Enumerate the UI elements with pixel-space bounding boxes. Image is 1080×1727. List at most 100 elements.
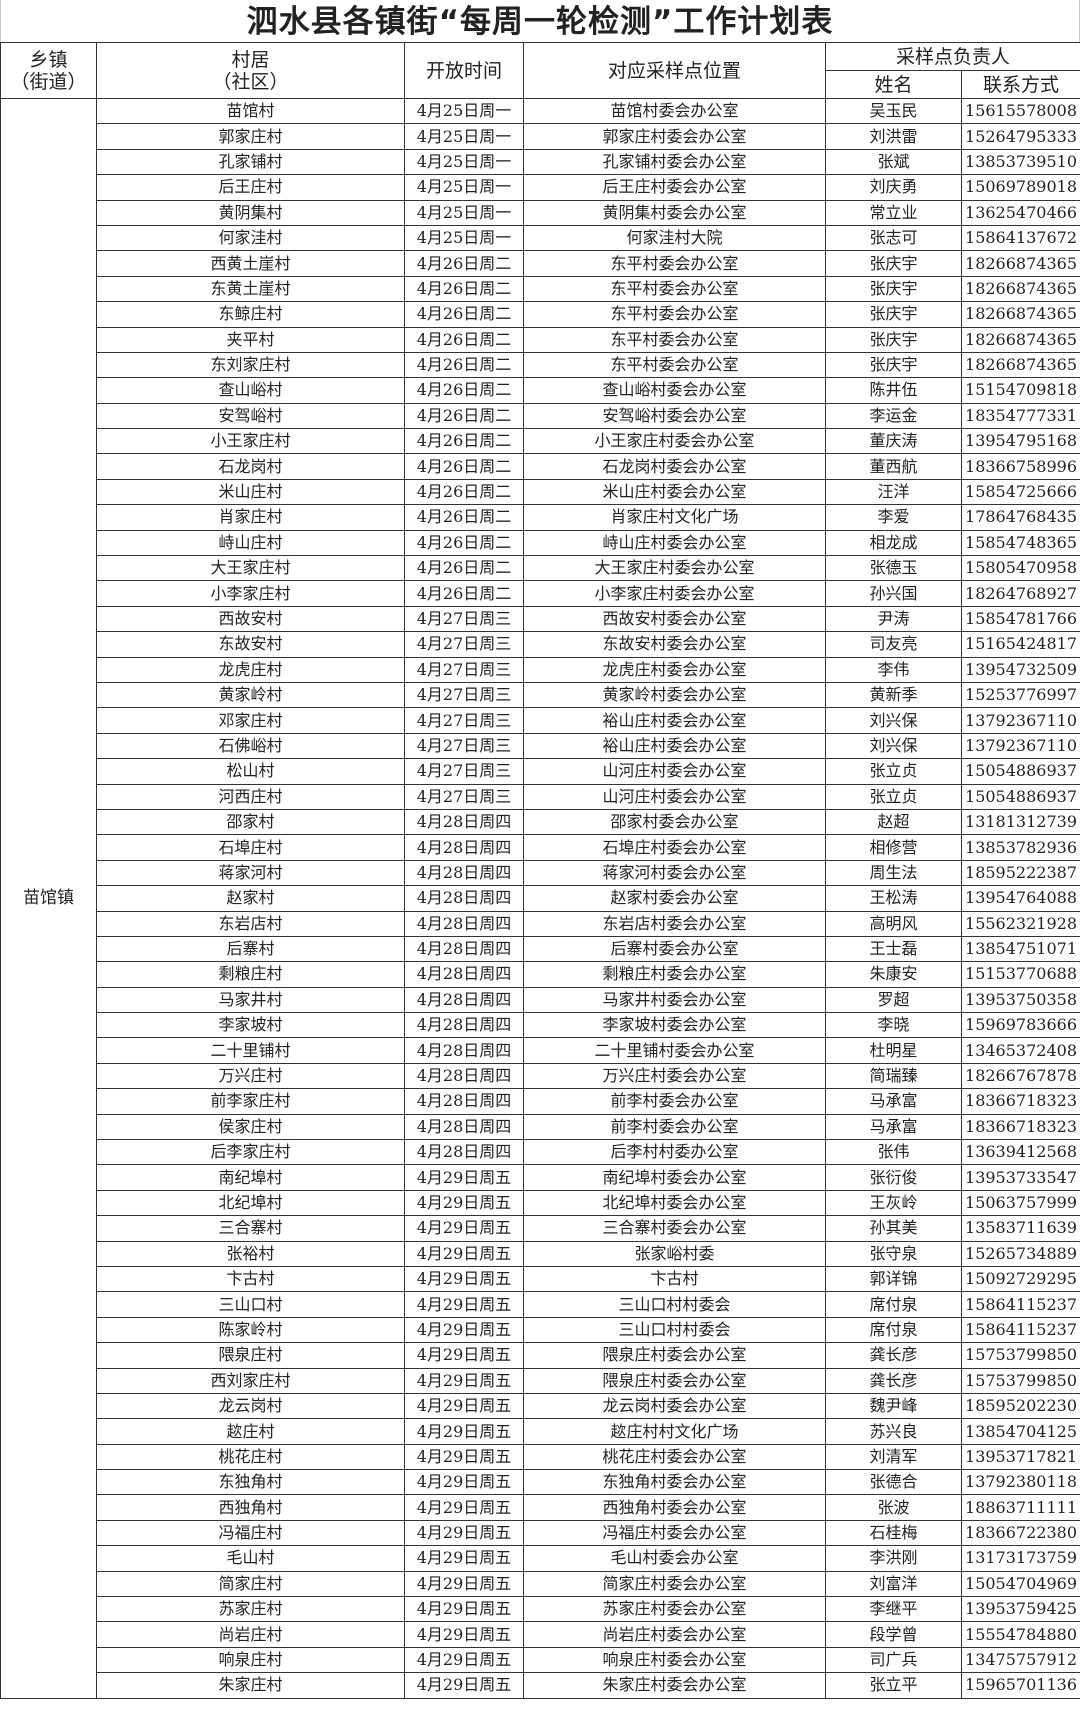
phone-cell: 15753799850 xyxy=(960,1342,1080,1369)
location-cell: 三合寨村委会办公室 xyxy=(523,1215,826,1242)
phone-cell: 15069789018 xyxy=(960,174,1080,201)
village-cell: 陈家岭村 xyxy=(96,1316,405,1344)
village-cell: 小李家庄村 xyxy=(96,580,405,607)
phone-cell: 15615578008 xyxy=(960,97,1080,125)
village-cell: 南纪埠村 xyxy=(96,1164,405,1191)
village-cell: 苏家庄村 xyxy=(96,1596,405,1623)
location-cell: 米山庄村委会办公室 xyxy=(523,478,826,506)
name-cell: 司友亮 xyxy=(825,631,962,658)
location-cell: 二十里铺村委会办公室 xyxy=(523,1037,826,1064)
header-contact: 联系方式 xyxy=(960,70,1080,99)
header-open-time: 开放时间 xyxy=(404,42,524,99)
phone-cell: 13854751071 xyxy=(960,935,1080,963)
table-row: 毛山村 4月29日周五 毛山村委会办公室 李洪刚 13173173759 xyxy=(1,1545,1080,1572)
village-cell: 龙云岗村 xyxy=(96,1392,405,1420)
name-cell: 王士磊 xyxy=(825,935,962,963)
open-time-cell: 4月29日周五 xyxy=(404,1189,524,1217)
open-time-cell: 4月28日周四 xyxy=(404,935,524,963)
village-cell: 米山庄村 xyxy=(96,478,405,506)
phone-cell: 15154709818 xyxy=(960,377,1080,404)
village-cell: 后王庄村 xyxy=(96,174,405,201)
table-row: 张裕村 4月29日周五 张家峪村委 张守泉 15265734889 xyxy=(1,1240,1080,1267)
phone-cell: 18863711111 xyxy=(960,1494,1080,1521)
table-row: 小李家庄村 4月26日周二 小李家庄村委会办公室 孙兴国 18264768927 xyxy=(1,580,1080,607)
table-row: 安驾峪村 4月26日周二 安驾峪村委会办公室 李运金 18354777331 xyxy=(1,402,1080,430)
name-cell: 石桂梅 xyxy=(825,1519,962,1547)
open-time-cell: 4月29日周五 xyxy=(404,1367,524,1394)
village-cell: 邵家村 xyxy=(96,808,405,836)
name-cell: 简瑞臻 xyxy=(825,1062,962,1090)
open-time-cell: 4月28日周四 xyxy=(404,1037,524,1064)
table-row: 东刘家庄村 4月26日周二 东平村委会办公室 张庆宇 18266874365 xyxy=(1,351,1080,379)
name-cell: 张德合 xyxy=(825,1469,962,1496)
phone-cell: 15153770688 xyxy=(960,961,1080,988)
table-row: 龙云岗村 4月29日周五 龙云岗村委会办公室 魏尹峰 18595202230 xyxy=(1,1392,1080,1420)
village-cell: 东独角村 xyxy=(96,1469,405,1496)
phone-cell: 13953717821 xyxy=(960,1443,1080,1471)
phone-cell: 15969783666 xyxy=(960,1012,1080,1039)
village-cell: 李家坡村 xyxy=(96,1012,405,1039)
name-cell: 罗超 xyxy=(825,986,962,1014)
open-time-cell: 4月28日周四 xyxy=(404,961,524,988)
name-cell: 杜明星 xyxy=(825,1037,962,1064)
open-time-cell: 4月29日周五 xyxy=(404,1342,524,1369)
name-cell: 董庆涛 xyxy=(825,428,962,455)
phone-cell: 18366722380 xyxy=(960,1519,1080,1547)
name-cell: 张德玉 xyxy=(825,555,962,582)
schedule-table: 乡镇 （街道） 村居 （社区） 开放时间 对应采样点位置 采样点负责人 姓名 联系方… xyxy=(0,42,1080,1699)
location-cell: 东平村委会办公室 xyxy=(523,275,826,303)
village-cell: 苗馆村 xyxy=(96,97,405,125)
open-time-cell: 4月28日周四 xyxy=(404,808,524,836)
location-cell: 三山口村村委会 xyxy=(523,1291,826,1318)
village-cell: 石龙岗村 xyxy=(96,453,405,480)
name-cell: 李晓 xyxy=(825,1012,962,1039)
phone-cell: 13953733547 xyxy=(960,1164,1080,1191)
phone-cell: 13853739510 xyxy=(960,148,1080,176)
open-time-cell: 4月27日周三 xyxy=(404,732,524,760)
location-cell: 查山峪村委会办公室 xyxy=(523,377,826,404)
phone-cell: 18266874365 xyxy=(960,275,1080,303)
village-cell: 松山村 xyxy=(96,758,405,785)
location-cell: 桃花庄村委会办公室 xyxy=(523,1443,826,1471)
location-cell: 李家坡村委会办公室 xyxy=(523,1012,826,1039)
table-row: 邓家庄村 4月27日周三 裕山庄村委会办公室 刘兴保 13792367110 xyxy=(1,707,1080,734)
table-row: 孔家铺村 4月25日周一 孔家铺村委会办公室 张斌 13853739510 xyxy=(1,148,1080,176)
name-cell: 段学曾 xyxy=(825,1621,962,1648)
location-cell: 东平村委会办公室 xyxy=(523,351,826,379)
open-time-cell: 4月29日周五 xyxy=(404,1469,524,1496)
table-row: 桃花庄村 4月29日周五 桃花庄村委会办公室 刘清军 13953717821 xyxy=(1,1443,1080,1471)
village-cell: 黄阴集村 xyxy=(96,199,405,226)
village-cell: 郭家庄村 xyxy=(96,123,405,150)
village-cell: 大王家庄村 xyxy=(96,555,405,582)
open-time-cell: 4月28日周四 xyxy=(404,1012,524,1039)
location-cell: 东故安村委会办公室 xyxy=(523,631,826,658)
village-cell: 西独角村 xyxy=(96,1494,405,1521)
table-row: 何家洼村 4月25日周一 何家洼村大院 张志可 15864137672 xyxy=(1,224,1080,252)
village-cell: 夹平村 xyxy=(96,326,405,353)
open-time-cell: 4月27日周三 xyxy=(404,707,524,734)
name-cell: 刘洪雷 xyxy=(825,123,962,150)
location-cell: 孔家铺村委会办公室 xyxy=(523,148,826,176)
phone-cell: 17864768435 xyxy=(960,504,1080,531)
open-time-cell: 4月26日周二 xyxy=(404,428,524,455)
location-cell: 马家井村委会办公室 xyxy=(523,986,826,1014)
location-cell: 黄家岭村委会办公室 xyxy=(523,681,826,709)
open-time-cell: 4月29日周五 xyxy=(404,1494,524,1521)
open-time-cell: 4月26日周二 xyxy=(404,402,524,430)
village-cell: 简家庄村 xyxy=(96,1570,405,1598)
open-time-cell: 4月25日周一 xyxy=(404,123,524,150)
location-cell: 东独角村委会办公室 xyxy=(523,1469,826,1496)
name-cell: 马承富 xyxy=(825,1088,962,1115)
location-cell: 张家峪村委 xyxy=(523,1240,826,1267)
table-row: 东故安村 4月27日周三 东故安村委会办公室 司友亮 15165424817 xyxy=(1,631,1080,658)
location-cell: 石埠庄村委会办公室 xyxy=(523,834,826,861)
phone-cell: 13625470466 xyxy=(960,199,1080,226)
table-row: 南纪埠村 4月29日周五 南纪埠村委会办公室 张衍俊 13953733547 xyxy=(1,1164,1080,1191)
table-row: 二十里铺村 4月28日周四 二十里铺村委会办公室 杜明星 13465372408 xyxy=(1,1037,1080,1064)
phone-cell: 18366758996 xyxy=(960,453,1080,480)
name-cell: 李洪刚 xyxy=(825,1545,962,1572)
table-row: 小王家庄村 4月26日周二 小王家庄村委会办公室 董庆涛 13954795168 xyxy=(1,428,1080,455)
open-time-cell: 4月29日周五 xyxy=(404,1240,524,1267)
location-cell: 安驾峪村委会办公室 xyxy=(523,402,826,430)
name-cell: 陈井伍 xyxy=(825,377,962,404)
